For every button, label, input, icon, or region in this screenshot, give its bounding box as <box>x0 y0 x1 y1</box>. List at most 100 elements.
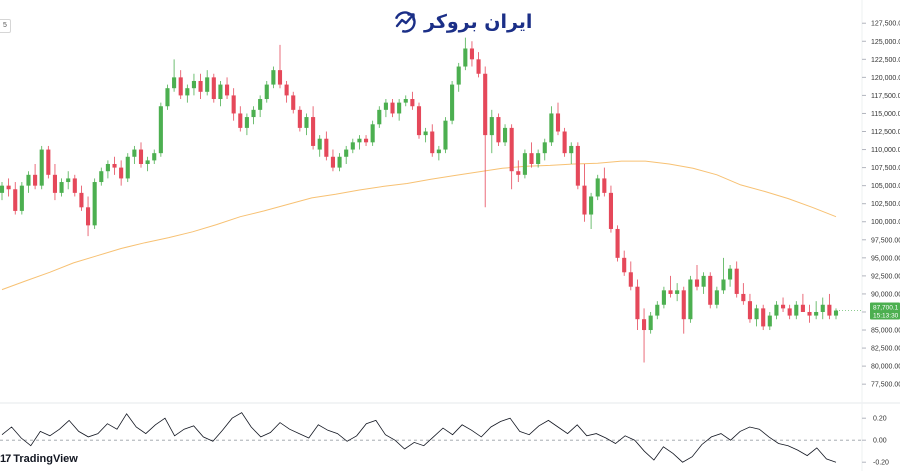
candle <box>119 160 124 186</box>
candle-body <box>780 304 786 309</box>
price-axis-tick-label: 120,000.0 <box>871 75 900 82</box>
candle <box>277 44 283 89</box>
candle-body <box>383 102 388 110</box>
candle-body <box>224 84 230 96</box>
candle-body <box>271 70 276 85</box>
price-axis-tick-label: 90,000.00 <box>871 291 900 298</box>
candle-body <box>502 127 508 143</box>
candle <box>820 297 825 320</box>
candle <box>641 308 647 363</box>
candle-body <box>99 171 104 183</box>
candle <box>675 283 680 302</box>
candle-body <box>205 77 210 92</box>
price-axis-tick-label: 102,500.0 <box>871 201 900 208</box>
candle-body <box>635 286 640 320</box>
tradingview-watermark[interactable]: 17 TradingView <box>0 453 78 465</box>
candle <box>165 84 170 110</box>
candle-body <box>46 149 51 175</box>
candle-body <box>403 99 408 103</box>
candle-body <box>119 167 124 179</box>
candle <box>635 279 640 331</box>
candle-body <box>357 138 362 143</box>
candle <box>608 185 614 233</box>
candle-body <box>602 178 607 193</box>
price-axis-tick-label: 80,000.00 <box>871 364 900 371</box>
price-axis-tick-label: 115,000.0 <box>871 111 900 118</box>
candle-body <box>694 279 700 287</box>
candle-body <box>615 228 620 258</box>
candle <box>430 124 435 157</box>
candle <box>800 293 805 312</box>
candle-body <box>575 145 580 186</box>
oscillator-line <box>1 412 837 463</box>
price-axis-tick-label: 95,000.00 <box>871 255 900 262</box>
candle-body <box>708 275 713 305</box>
candle <box>59 178 64 197</box>
candle <box>575 142 580 190</box>
candle-body <box>807 311 812 316</box>
candle <box>655 301 660 320</box>
candle <box>152 149 157 164</box>
candle-body <box>450 84 455 121</box>
candle <box>436 145 441 161</box>
candle <box>264 80 269 103</box>
candle-body <box>754 308 759 320</box>
candle <box>330 149 336 172</box>
candle <box>304 113 309 136</box>
candle <box>734 261 739 298</box>
candle-body <box>291 95 296 110</box>
candle <box>529 142 534 168</box>
candle-body <box>529 153 534 164</box>
candle-body <box>463 48 468 67</box>
candle-body <box>390 102 395 114</box>
candle-body <box>132 149 137 157</box>
candle <box>291 91 296 114</box>
candle-body <box>827 304 832 316</box>
price-axis-tick-label: 85,000.00 <box>871 328 900 335</box>
candle-body <box>483 73 488 136</box>
candle <box>172 59 177 92</box>
candle <box>780 297 786 312</box>
candle-body <box>0 185 5 193</box>
candle <box>224 77 230 100</box>
candle <box>317 135 322 157</box>
candle <box>344 145 349 164</box>
candle <box>787 304 792 320</box>
candle-body <box>721 279 726 291</box>
candle-body <box>628 272 633 287</box>
candle-body <box>330 156 336 168</box>
price-axis-tick-label: 107,500.0 <box>871 165 900 172</box>
candle <box>403 95 408 107</box>
candle <box>46 145 51 179</box>
candle <box>19 182 24 215</box>
candle <box>562 127 567 157</box>
candle-body <box>397 102 402 114</box>
candle-body <box>456 66 461 85</box>
candle-body <box>304 117 309 128</box>
candle-body <box>317 138 322 150</box>
candle <box>185 84 190 103</box>
candle-body <box>701 275 706 287</box>
candle <box>284 80 289 103</box>
candle-body <box>410 99 415 107</box>
tradingview-logo-icon: 17 <box>0 453 11 465</box>
candle-body <box>661 290 666 305</box>
candle <box>138 142 144 168</box>
candle <box>522 149 527 179</box>
candle <box>357 135 362 150</box>
candle-body <box>112 163 117 168</box>
candle-body <box>377 109 382 125</box>
legend-chip[interactable]: 5 <box>0 19 11 33</box>
candle <box>469 41 475 67</box>
candle <box>622 250 627 276</box>
candle <box>251 106 256 125</box>
candle-body <box>244 117 249 128</box>
candle <box>370 120 375 146</box>
candle <box>761 304 766 331</box>
candle <box>516 160 521 183</box>
candle-body <box>125 156 130 179</box>
candle <box>99 167 104 186</box>
candle <box>483 66 488 208</box>
candle <box>271 66 276 89</box>
